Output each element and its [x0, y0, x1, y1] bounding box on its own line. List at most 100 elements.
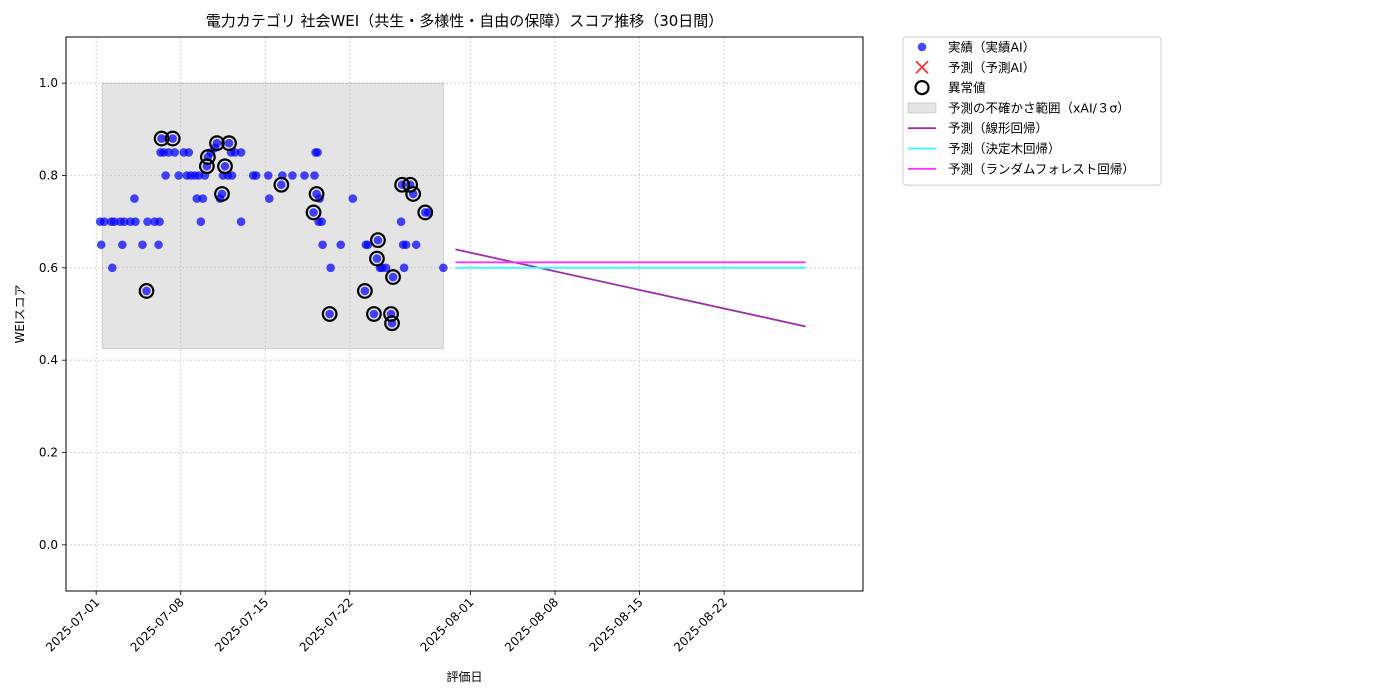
- actual-point: [236, 148, 246, 157]
- y-tick-label: 0.4: [39, 353, 58, 367]
- actual-point: [264, 194, 274, 203]
- forecast-lines-layer: [455, 248, 806, 328]
- legend-anomaly-swatch: [914, 79, 930, 96]
- actual-point: [138, 240, 147, 250]
- y-tick-label: 0.0: [39, 538, 58, 552]
- legend-forecast-swatch: [915, 60, 929, 74]
- actual-point: [212, 138, 222, 148]
- actual-point: [220, 161, 230, 171]
- x-tick-label: 2025-08-01: [417, 595, 476, 654]
- anomaly-marker: [214, 186, 230, 202]
- actual-point: [277, 180, 286, 190]
- actual-point: [236, 217, 246, 226]
- anomaly-marker: [417, 204, 434, 221]
- actual-point: [318, 240, 327, 250]
- anomaly-marker: [221, 135, 237, 152]
- anomaly-marker: [384, 315, 400, 332]
- actual-point: [131, 217, 140, 226]
- legend-label: 予測（決定木回帰）: [948, 141, 1061, 156]
- anomaly-marker: [217, 158, 233, 175]
- actual-point: [263, 171, 273, 180]
- legend-label: 予測（線形回帰）: [948, 121, 1048, 136]
- actual-point: [107, 263, 117, 273]
- legend-label: 予測の不確かさ範囲（xAI/３σ）: [948, 100, 1130, 115]
- actual-point: [194, 171, 204, 180]
- legend-label: 予測（予測AI）: [948, 60, 1035, 75]
- anomaly-marker: [385, 269, 401, 285]
- legend-actual-swatch: [917, 42, 927, 52]
- actual-point: [99, 217, 109, 226]
- x-tick-label: 2025-07-08: [128, 595, 187, 654]
- anomaly-marker: [164, 130, 181, 147]
- x-tick-label: 2025-07-22: [297, 595, 356, 654]
- actual-point: [164, 148, 173, 157]
- actual-point: [439, 263, 448, 273]
- actual-point: [336, 240, 346, 250]
- y-tick-label: 0.6: [39, 261, 58, 275]
- actual-point: [157, 134, 166, 143]
- actual-point: [230, 148, 240, 157]
- anomaly-marker: [321, 306, 338, 322]
- actual-point: [192, 194, 202, 203]
- actual-point: [326, 263, 335, 273]
- actual-point: [373, 235, 383, 245]
- actual-point: [423, 208, 433, 217]
- anomaly-marker: [198, 158, 215, 175]
- actual-point: [143, 217, 152, 226]
- y-axis-title: WEIスコア: [13, 285, 27, 344]
- actual-point: [399, 263, 409, 273]
- actual-point: [155, 217, 164, 226]
- anomaly-marker: [305, 204, 322, 221]
- y-tick-label: 0.2: [39, 446, 58, 460]
- actual-point: [217, 189, 227, 199]
- actual-point: [396, 217, 406, 226]
- actual-point: [372, 254, 382, 263]
- actual-point: [154, 240, 163, 250]
- y-tick-label: 1.0: [39, 76, 58, 90]
- actual-point: [313, 148, 322, 157]
- actual-point: [184, 148, 194, 157]
- actual-point: [381, 263, 391, 273]
- anomaly-marker: [273, 176, 290, 193]
- actual-point: [317, 217, 326, 226]
- actual-point: [325, 309, 334, 319]
- actual-point: [360, 286, 370, 296]
- actual-point: [161, 171, 170, 180]
- x-tick-label: 2025-07-01: [43, 595, 102, 654]
- anomaly-marker: [370, 232, 386, 249]
- uncertainty-band: [101, 82, 444, 350]
- actual-point: [363, 240, 373, 250]
- actual-point: [120, 217, 129, 226]
- actual-point: [227, 171, 237, 180]
- actual-point: [142, 286, 151, 296]
- actual-point: [168, 134, 177, 143]
- actual-point: [401, 240, 411, 250]
- anomaly-marker: [308, 186, 325, 202]
- actual-point: [130, 194, 139, 203]
- x-tick-label: 2025-08-08: [502, 595, 561, 654]
- anomaly-marker: [138, 283, 155, 299]
- legend-label: 実績（実績AI）: [948, 40, 1035, 55]
- chart-title: 電力カテゴリ 社会WEI（共生・多様性・自由の保障）スコア推移（30日間）: [206, 12, 724, 30]
- x-tick-label: 2025-08-22: [671, 595, 730, 654]
- uncertainty-band-layer: [101, 82, 444, 350]
- x-tick-label: 2025-07-15: [212, 595, 271, 654]
- actual-point: [170, 148, 179, 157]
- anomaly-rings-layer: [138, 130, 434, 332]
- actual-point: [288, 171, 297, 180]
- anomaly-marker: [209, 135, 225, 152]
- anomaly-marker: [369, 250, 385, 267]
- actual-point: [411, 240, 421, 250]
- x-tick-label: 2025-08-15: [586, 595, 645, 654]
- grid: [66, 37, 863, 591]
- plot-frame: [65, 36, 864, 592]
- actual-point: [310, 171, 319, 180]
- x-axis-title: 評価日: [446, 669, 482, 684]
- anomaly-marker: [405, 186, 422, 202]
- actual-point: [110, 217, 119, 226]
- y-tick-label: 0.8: [39, 169, 58, 183]
- actual-point: [198, 194, 208, 203]
- forecast-line-linear: [455, 248, 806, 328]
